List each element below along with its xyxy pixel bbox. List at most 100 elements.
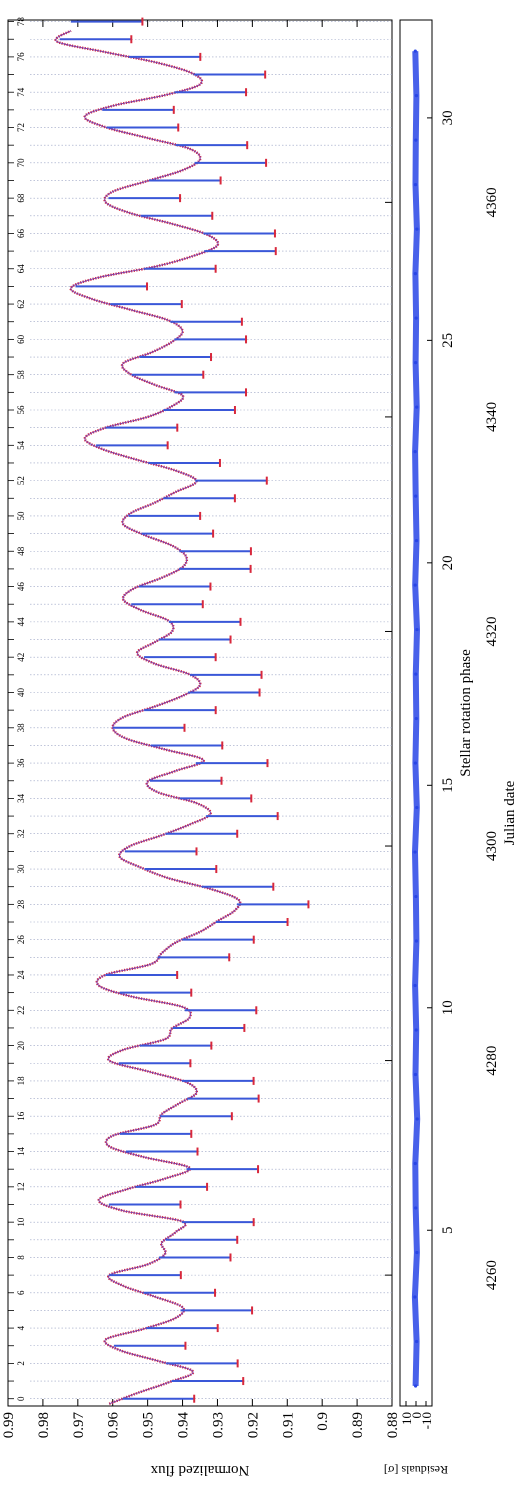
transit-number-label: 32 [16, 829, 26, 838]
transit-number-axis: 0246810121416182022242628303234363840424… [8, 17, 26, 1401]
transit-number-label: 30 [16, 864, 26, 874]
phase-tick-label: 10 [440, 1000, 456, 1015]
transit-number-label: 40 [16, 687, 26, 697]
flux-tick-label: 0.97 [71, 1412, 87, 1439]
transit-number-label: 10 [16, 1217, 26, 1227]
residual-point [414, 316, 418, 320]
transit-number-label: 20 [16, 1041, 26, 1051]
transit-number-label: 38 [16, 723, 26, 733]
residual-tick-label: -10 [419, 1412, 434, 1429]
transit-number-label: 34 [16, 793, 26, 803]
residual-point [414, 716, 418, 721]
transit-number-label: 58 [16, 370, 26, 380]
transit-number-label: 24 [16, 970, 26, 980]
model-flux-curve [55, 30, 241, 1405]
transit-number-label: 62 [16, 300, 26, 309]
transit-number-label: 66 [16, 228, 26, 238]
residual-point [414, 94, 418, 98]
phase-tick-label: 20 [440, 555, 456, 570]
phase-tick-label: 25 [440, 333, 456, 348]
residual-point [415, 1339, 419, 1344]
transit-number-label: 78 [16, 17, 26, 27]
julian-date-axis: 4260 4280 4300 4320 4340 4360 [385, 187, 500, 1290]
residual-point [414, 894, 418, 899]
flux-tick-label: 0.94 [176, 1412, 192, 1439]
light-curve-frame [7, 19, 393, 1407]
phase-tick-label: 5 [440, 1226, 456, 1234]
transit-number-label: 26 [16, 935, 26, 945]
transit-number-label: 54 [16, 440, 26, 450]
transit-number-label: 56 [16, 405, 26, 415]
transit-number-label: 44 [16, 617, 26, 627]
julian-date-tick-label: 4280 [484, 1046, 500, 1076]
residual-point [414, 361, 418, 365]
rotation-phase-label: Stellar rotation phase [458, 649, 474, 777]
residual-point [415, 805, 419, 810]
residual-point [415, 1117, 419, 1121]
phase-tick-label: 15 [440, 778, 456, 793]
flux-tick-label: 0.99 [1, 1412, 17, 1438]
transit-number-label: 2 [16, 1361, 26, 1366]
transit-number-label: 70 [16, 158, 26, 168]
transit-number-label: 0 [16, 1396, 26, 1401]
transit-number-label: 16 [16, 1111, 26, 1121]
residual-point [414, 1028, 418, 1032]
residual-point [415, 405, 419, 409]
transit-number-label: 48 [16, 546, 26, 556]
flux-tick-label: 0.9 [315, 1412, 331, 1431]
julian-date-tick-label: 4340 [484, 402, 500, 432]
residual-point [413, 983, 417, 988]
residual-point [414, 538, 419, 543]
residual-point [414, 494, 418, 498]
residual-point [413, 1072, 418, 1077]
transit-number-label: 8 [16, 1255, 26, 1260]
flux-axis-label: Normalized flux [150, 1462, 249, 1478]
transit-number-label: 46 [16, 582, 26, 592]
residual-point [413, 1161, 417, 1166]
transit-number-label: 72 [16, 123, 26, 132]
julian-date-tick-label: 4300 [484, 831, 500, 861]
phase-tick-label: 30 [440, 110, 456, 125]
flux-tick-label: 0.92 [245, 1412, 261, 1438]
residual-point [415, 627, 419, 632]
transit-number-label: 14 [16, 1147, 26, 1157]
transit-number-label: 22 [16, 1006, 26, 1015]
residual-point [413, 761, 417, 765]
transit-number-label: 4 [16, 1325, 26, 1330]
julian-date-tick-label: 4320 [484, 616, 500, 646]
transit-number-label: 52 [16, 476, 26, 485]
residual-point [413, 583, 417, 587]
julian-date-tick-label: 4360 [484, 187, 500, 217]
residual-point [415, 1250, 419, 1255]
flux-tick-label: 0.89 [350, 1412, 366, 1438]
residual-point [413, 183, 418, 187]
flux-tick-label: 0.91 [280, 1412, 296, 1438]
residual-tick-label: 10 [399, 1412, 414, 1425]
transit-number-label: 42 [16, 653, 26, 662]
residual-point [413, 1295, 417, 1299]
transit-number-label: 60 [16, 334, 26, 344]
observed-flux-curve [54, 29, 242, 1406]
flux-axis: 0.88 0.89 0.9 0.91 0.92 0.93 0.94 0.95 0.96 0.97 0… [1, 20, 401, 1438]
transit-number-label: 36 [16, 758, 26, 768]
top-xlabel: Julian date [502, 780, 518, 845]
transit-number-label: 6 [16, 1290, 26, 1295]
transit-number-label: 76 [16, 52, 26, 62]
flux-tick-label: 0.98 [36, 1412, 52, 1438]
light-curve-data [54, 17, 310, 1406]
residuals-data [411, 49, 421, 1388]
transit-number-label: 64 [16, 264, 26, 274]
residual-point [413, 49, 417, 53]
residual-tick-label: 0 [409, 1412, 424, 1419]
residual-point [414, 138, 418, 142]
residual-point [413, 850, 417, 854]
transit-number-label: 68 [16, 193, 26, 203]
residual-point [414, 1206, 418, 1210]
residual-point [413, 272, 417, 276]
flux-tick-label: 0.95 [141, 1412, 157, 1438]
transit-number-label: 12 [16, 1182, 26, 1191]
